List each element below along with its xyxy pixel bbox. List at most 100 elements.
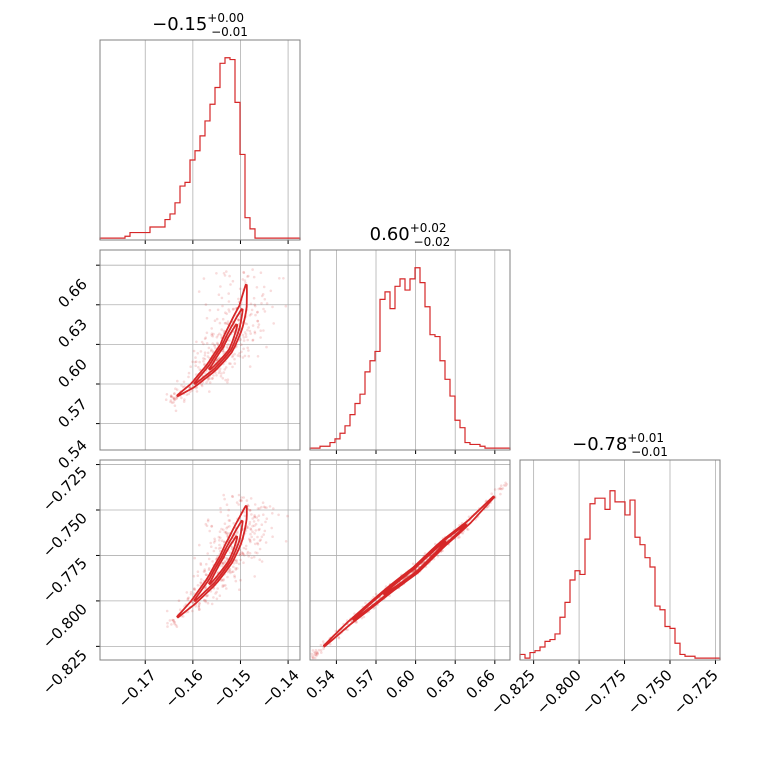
sample-point xyxy=(248,329,252,333)
sample-point xyxy=(211,334,214,338)
sample-point xyxy=(240,550,243,554)
y-tick-p1-2: 0.60 xyxy=(54,355,90,391)
sample-point xyxy=(262,329,265,332)
sample-point xyxy=(256,542,260,546)
sample-point xyxy=(234,307,238,310)
sample-point xyxy=(242,347,245,351)
sample-point xyxy=(221,377,225,380)
sample-point xyxy=(231,279,235,283)
sample-point xyxy=(181,615,185,618)
sample-point xyxy=(237,319,240,322)
sample-point xyxy=(166,625,169,628)
sample-point xyxy=(252,275,256,279)
sample-point xyxy=(222,579,225,582)
sample-point xyxy=(173,622,176,626)
sample-point xyxy=(411,562,415,566)
sample-point xyxy=(218,367,222,371)
sample-point xyxy=(337,635,341,639)
sample-point xyxy=(248,538,252,542)
sample-point xyxy=(228,310,231,313)
sample-point xyxy=(208,390,211,393)
sample-point xyxy=(241,356,245,359)
sample-point xyxy=(165,609,169,613)
sample-point xyxy=(214,346,217,350)
sample-point xyxy=(220,527,223,531)
sample-point xyxy=(284,304,288,308)
sample-point xyxy=(199,563,203,566)
sample-point xyxy=(198,607,201,611)
sample-point xyxy=(181,385,185,389)
sample-point xyxy=(227,508,230,512)
hist-panel-0-frame xyxy=(99,39,301,241)
sample-point xyxy=(226,378,230,382)
sample-point xyxy=(168,619,172,622)
sample-point xyxy=(225,322,229,326)
sample-point xyxy=(246,275,249,278)
sample-point xyxy=(191,609,194,613)
sample-point xyxy=(337,636,341,640)
sample-point xyxy=(187,371,191,375)
x-tick-p0-2: −0.15 xyxy=(210,666,255,711)
sample-point xyxy=(171,618,174,622)
sample-point xyxy=(200,578,203,581)
sample-point xyxy=(187,375,190,379)
y-ticklabels-param-2: −0.825 −0.800 −0.775 −0.750 −0.725 xyxy=(39,463,91,698)
sample-point xyxy=(193,588,197,592)
sample-point xyxy=(237,297,240,301)
sample-point xyxy=(241,333,245,337)
sample-point xyxy=(169,400,172,404)
sample-point xyxy=(216,357,220,361)
sample-point xyxy=(311,656,315,660)
sample-point xyxy=(205,562,208,566)
x-tick-p0-1: −0.16 xyxy=(162,666,207,711)
sample-point xyxy=(228,567,232,571)
sample-point xyxy=(233,362,237,365)
sample-point xyxy=(231,495,234,499)
sample-point xyxy=(249,540,252,544)
sample-point xyxy=(242,339,246,342)
sample-point xyxy=(235,561,238,564)
sample-point xyxy=(210,332,214,336)
sample-point xyxy=(223,522,227,525)
sample-point xyxy=(205,342,209,345)
sample-point xyxy=(203,569,207,573)
sample-point xyxy=(205,381,208,384)
sample-point xyxy=(218,369,222,373)
sample-point xyxy=(372,607,376,610)
sample-point xyxy=(228,570,232,573)
sample-point xyxy=(364,601,367,605)
x-tick-p2-2: −0.775 xyxy=(578,666,630,718)
sample-point xyxy=(238,287,242,291)
sample-point xyxy=(197,604,201,607)
sample-point xyxy=(233,352,236,356)
x-tick-p2-3: −0.750 xyxy=(624,666,676,718)
sample-point xyxy=(218,549,222,553)
sample-point xyxy=(209,541,212,545)
sample-point xyxy=(232,565,235,569)
sample-point xyxy=(238,552,242,555)
sample-point xyxy=(224,530,228,534)
sample-point xyxy=(203,372,207,375)
sample-point xyxy=(247,326,250,329)
sample-point xyxy=(185,591,189,594)
sample-point xyxy=(193,587,196,591)
sample-point xyxy=(229,362,232,366)
sample-point xyxy=(222,272,226,275)
sample-point xyxy=(313,651,316,654)
sample-point xyxy=(256,541,259,545)
sample-point xyxy=(180,396,183,400)
sample-point xyxy=(254,529,258,532)
sample-point xyxy=(204,586,208,590)
sample-point xyxy=(246,526,250,529)
sample-point xyxy=(240,343,243,347)
sample-point xyxy=(172,396,175,400)
sample-point xyxy=(261,293,265,296)
sample-point xyxy=(170,401,174,405)
sample-point xyxy=(253,542,257,546)
sample-point xyxy=(226,570,230,574)
sample-point xyxy=(241,551,245,555)
title-0-sub: −0.01 xyxy=(211,25,248,39)
sample-point xyxy=(205,594,209,598)
sample-point xyxy=(265,506,268,510)
sample-point xyxy=(221,584,225,587)
